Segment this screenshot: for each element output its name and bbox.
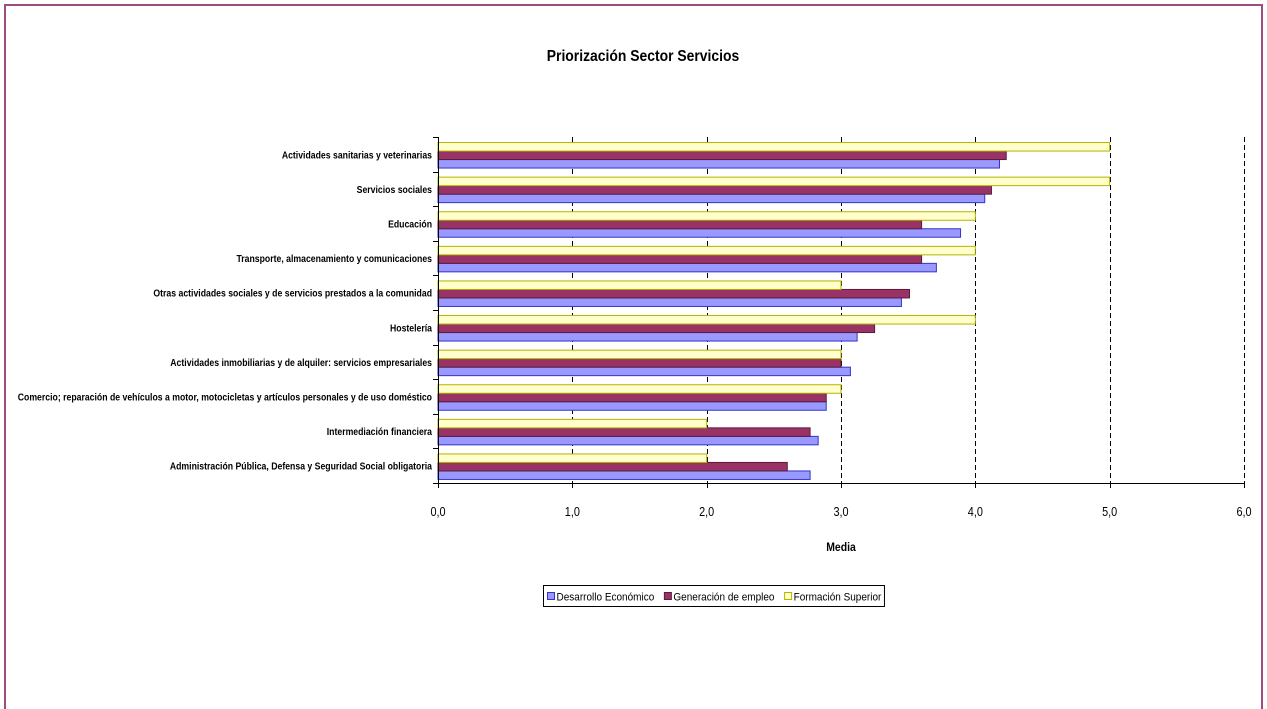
bar-formacion-superior: [437, 245, 976, 256]
category-label: Educación: [388, 219, 432, 230]
bar-desarrollo-economico: [437, 366, 851, 377]
bar-generacion-de-empleo: [437, 219, 923, 230]
category-label: Hostelería: [390, 323, 433, 334]
bar-desarrollo-economico: [437, 401, 827, 411]
bar-desarrollo-economico: [437, 470, 811, 480]
x-tick-label: 3,0: [833, 505, 849, 519]
category-label: Intermediación financiera: [327, 427, 433, 438]
bar-desarrollo-economico: [437, 193, 986, 204]
bar-generacion-de-empleo: [437, 288, 911, 299]
x-tick-label: 0,0: [430, 505, 446, 519]
axes: [433, 137, 1245, 488]
category-label: Administración Pública, Defensa y Seguri…: [170, 461, 433, 472]
bar-formacion-superior: [437, 315, 976, 325]
x-tick-label: 4,0: [968, 505, 984, 519]
bar-generacion-de-empleo: [437, 461, 788, 472]
category-label: Servicios sociales: [357, 184, 432, 195]
bar-generacion-de-empleo: [437, 323, 876, 334]
chart-frame: [4, 4, 1263, 709]
bar-formacion-superior: [437, 418, 708, 429]
category-label: Actividades inmobiliarias y de alquiler:…: [170, 357, 432, 368]
x-tick-label: 6,0: [1236, 505, 1252, 519]
bar-formacion-superior: [437, 142, 1111, 152]
x-tick-labels: 0,0 1,0 2,0 3,0 4,0 5,0 6,0: [430, 505, 1252, 519]
x-axis-title: Media: [826, 541, 856, 554]
category-label: Comercio; reparación de vehículos a moto…: [18, 392, 433, 403]
bar-generacion-de-empleo: [437, 150, 1007, 161]
category-label: Otras actividades sociales y de servicio…: [153, 288, 432, 299]
bars: [437, 142, 1111, 480]
bar-formacion-superior: [437, 211, 976, 221]
bar-formacion-superior: [437, 349, 842, 360]
bar-desarrollo-economico: [437, 435, 819, 446]
bar-desarrollo-economico: [437, 297, 902, 307]
bar-desarrollo-economico: [437, 332, 858, 342]
legend-marker-desarrollo-economico: [547, 592, 555, 600]
legend: Desarrollo Económico Generación de empleo…: [543, 585, 885, 607]
legend-label-formacion-superior: Formación Superior: [794, 591, 882, 604]
legend-marker-formacion-superior: [784, 592, 793, 600]
bar-formacion-superior: [437, 176, 1111, 187]
x-tick-label: 1,0: [565, 505, 581, 519]
bar-generacion-de-empleo: [437, 358, 842, 368]
bar-formacion-superior: [437, 280, 842, 290]
legend-marker-generacion-de-empleo: [663, 592, 672, 600]
bar-generacion-de-empleo: [437, 254, 923, 264]
bar-desarrollo-economico: [437, 228, 962, 238]
bar-desarrollo-economico: [437, 159, 1001, 169]
bar-formacion-superior: [437, 453, 708, 463]
legend-label-generacion-de-empleo: Generación de empleo: [673, 591, 774, 604]
bar-desarrollo-economico: [437, 262, 937, 273]
bar-generacion-de-empleo: [437, 392, 827, 403]
legend-label-desarrollo-economico: Desarrollo Económico: [557, 591, 655, 604]
category-label: Actividades sanitarias y veterinarias: [282, 150, 432, 161]
category-label: Transporte, almacenamiento y comunicacio…: [236, 254, 432, 265]
chart-title: Priorización Sector Servicios: [547, 47, 739, 65]
bar-generacion-de-empleo: [437, 427, 811, 437]
x-tick-label: 2,0: [699, 505, 715, 519]
legend-box: [543, 585, 885, 607]
category-labels: Actividades sanitarias y veterinarias Ser…: [18, 150, 433, 472]
x-tick-label: 5,0: [1102, 505, 1118, 519]
bar-generacion-de-empleo: [437, 185, 992, 195]
bar-formacion-superior: [437, 384, 842, 394]
